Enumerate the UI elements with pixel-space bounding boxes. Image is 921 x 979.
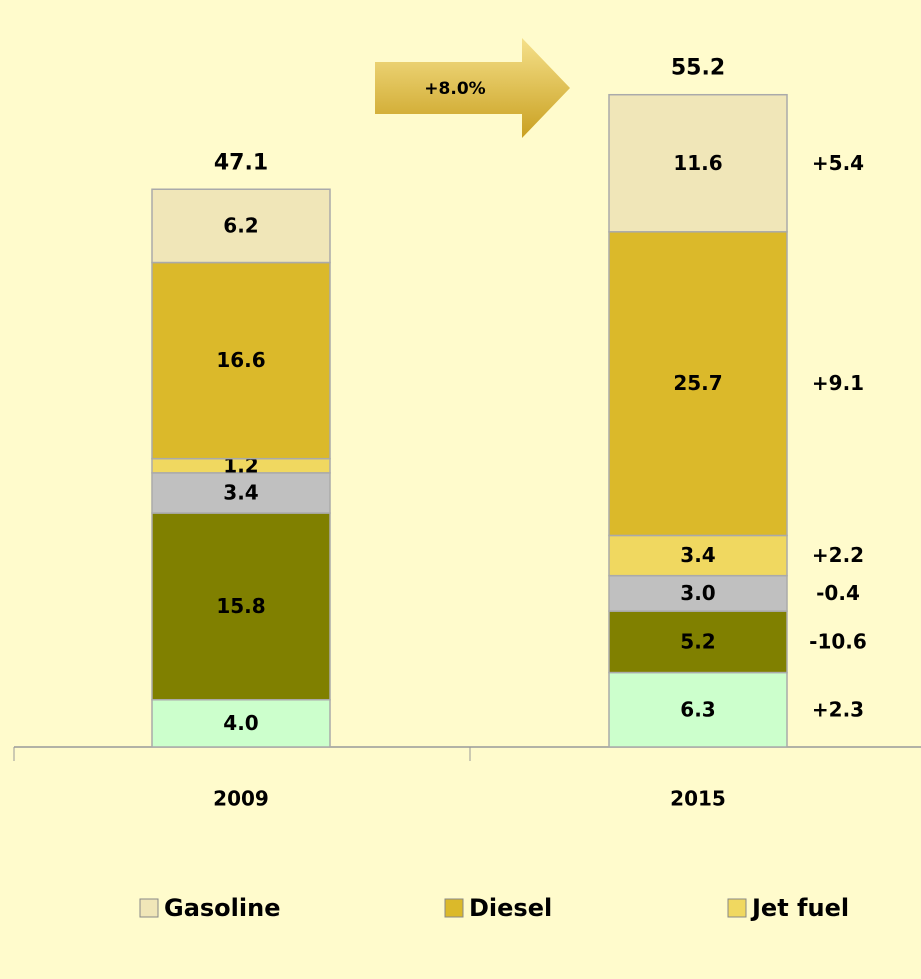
- legend-label: Diesel: [469, 894, 552, 922]
- legend-swatch: [139, 898, 159, 918]
- data-label: 5.2: [680, 629, 715, 653]
- bar-segment: [608, 231, 788, 537]
- data-label: 25.7: [673, 371, 722, 395]
- bar-segment: [151, 512, 331, 701]
- legend-label: Jet fuel: [750, 894, 849, 922]
- bar-segment: [608, 671, 788, 748]
- data-label: 16.6: [216, 348, 265, 372]
- change-label: +9.1: [812, 371, 864, 395]
- total-label: 55.2: [671, 56, 725, 81]
- data-label: 15.8: [216, 594, 265, 618]
- change-label: -0.4: [816, 581, 860, 605]
- bar-segment: [151, 188, 331, 264]
- x-tick-label: 2009: [213, 787, 269, 811]
- data-label: 3.0: [680, 581, 715, 605]
- bar-segment: [608, 574, 788, 612]
- bar-segment: [608, 610, 788, 674]
- data-label: 3.4: [223, 480, 258, 504]
- data-label: 6.2: [223, 213, 258, 237]
- legend-swatch: [727, 898, 747, 918]
- x-tick-label: 2015: [670, 787, 726, 811]
- data-label: 11.6: [673, 151, 722, 175]
- data-label: 6.3: [680, 697, 715, 721]
- annotation: +8.0%: [424, 79, 485, 99]
- change-label: +2.2: [812, 543, 864, 567]
- bar-segment: [151, 698, 331, 748]
- bar-segment: [608, 93, 788, 233]
- data-label: 3.4: [680, 543, 715, 567]
- change-label: +5.4: [812, 151, 864, 175]
- total-label: 47.1: [214, 150, 268, 175]
- growth-arrow: [375, 38, 570, 138]
- legend-label: Gasoline: [164, 894, 280, 922]
- change-label: -10.6: [809, 629, 867, 653]
- change-label: +2.3: [812, 697, 864, 721]
- legend-swatch: [444, 898, 464, 918]
- data-label: 4.0: [223, 711, 258, 735]
